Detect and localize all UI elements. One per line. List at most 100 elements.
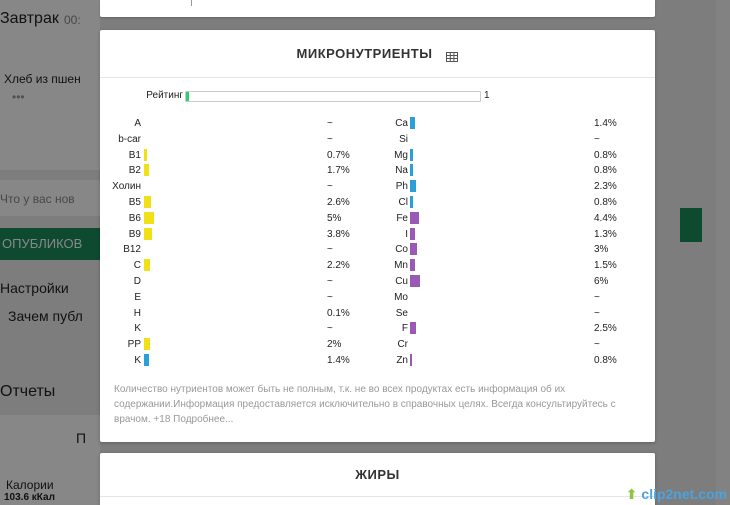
nutrient-name: Na <box>395 165 408 177</box>
nutrient-name: B5 <box>128 196 141 208</box>
clip2net-logo-icon: ⬆ <box>625 486 638 502</box>
publish-button[interactable]: ОПУБЛИКОВ <box>0 228 100 260</box>
nutrient-row: B1 0.7% Mg 0.8% <box>100 148 655 164</box>
nutrient-bar <box>144 148 147 161</box>
nutrient-value: 0.8% <box>594 196 617 208</box>
nutrient-value: 1.7% <box>327 165 350 177</box>
nutrient-name: F <box>401 323 408 335</box>
rating-bar <box>185 91 481 102</box>
nutrient-value: 2.2% <box>327 260 350 272</box>
nutrient-row: C 2.2% Mn 1.5% <box>100 258 655 274</box>
fats-header: ЖИРЫ <box>100 453 655 497</box>
nutrient-name: Mg <box>394 149 408 161</box>
meal-label: Завтрак <box>0 10 59 27</box>
nutrient-value: 1.5% <box>594 260 617 272</box>
nutrient-name: B9 <box>128 228 141 240</box>
nutrient-row: B2 1.7% Na 0.8% <box>100 163 655 179</box>
nutrient-value: 0.8% <box>594 149 617 161</box>
nutrient-value: 2.5% <box>594 323 617 335</box>
micronutrients-title: МИКРОНУТРИЕНТЫ <box>296 46 433 61</box>
nutrient-bar <box>144 164 149 177</box>
nutrient-value: 2% <box>327 339 342 351</box>
nutrient-value: ~ <box>594 307 600 319</box>
nutrient-value: 4.4% <box>594 212 617 224</box>
right-action-button[interactable] <box>680 208 702 242</box>
nutrient-name: B2 <box>128 165 141 177</box>
nutrient-name: Холин <box>112 181 141 193</box>
nutrient-name: Si <box>399 133 408 145</box>
food-item-menu[interactable]: ••• <box>12 90 25 104</box>
nutrient-name: I <box>405 228 408 240</box>
nutrient-value: 2.3% <box>594 181 617 193</box>
fats-panel: ЖИРЫ <box>100 453 655 505</box>
previous-panel-bottom <box>100 0 655 17</box>
nutrient-name: Se <box>395 307 408 319</box>
nutrient-bar <box>410 353 412 366</box>
reports-heading: Отчеты <box>0 383 56 400</box>
nutrient-value: 0.8% <box>594 165 617 177</box>
clip2net-watermark: ⬆ clip2net.com <box>626 486 727 503</box>
nutrient-row: H 0.1% Se ~ <box>100 306 655 322</box>
nutrient-name: K <box>134 354 141 366</box>
nutrient-bar <box>144 353 149 366</box>
nutrient-bar <box>410 274 420 287</box>
reports-tab-letter[interactable]: П <box>76 430 87 446</box>
why-publish-link[interactable]: Зачем публ <box>8 308 83 324</box>
nutrient-bar <box>410 322 416 335</box>
post-input-box <box>0 180 100 216</box>
nutrient-name: b-car <box>118 133 141 145</box>
nutrient-list: A ~ Ca 1.4% b-car ~ Si ~ B1 0.7% Mg 0.8% B2 1.7% Na 0.8… <box>100 116 655 369</box>
reports-card <box>0 415 100 505</box>
nutrient-value: 0.7% <box>327 149 350 161</box>
settings-link[interactable]: Настройки <box>0 280 69 296</box>
calories-value: 103.6 кКал <box>4 492 55 503</box>
table-view-icon[interactable] <box>446 49 459 62</box>
nutrient-bar <box>410 211 419 224</box>
food-item-name[interactable]: Хлеб из пшен <box>4 72 81 86</box>
nutrient-row: B6 5% Fe 4.4% <box>100 211 655 227</box>
nutrient-bar <box>410 259 415 272</box>
nutrient-row: D ~ Cu 6% <box>100 274 655 290</box>
nutrient-bar <box>410 227 415 240</box>
nutrient-bar <box>144 338 150 351</box>
nutrient-bar <box>410 180 416 193</box>
nutrient-bar <box>410 117 415 129</box>
background-left-column: Завтрак 00: Хлеб из пшен ••• Что у вас н… <box>0 0 100 505</box>
nutrient-row: PP 2% Cr ~ <box>100 337 655 353</box>
rating-label: Рейтинг <box>146 90 183 101</box>
nutrient-value: 3% <box>594 244 609 256</box>
post-input-placeholder[interactable]: Что у вас нов <box>0 192 75 206</box>
nutrient-bar <box>410 195 413 208</box>
nutrient-row: B9 3.8% I 1.3% <box>100 227 655 243</box>
nutrient-name: B12 <box>123 244 141 256</box>
nutrient-name: Cl <box>398 196 408 208</box>
nutrient-value: ~ <box>327 118 333 129</box>
watermark-text: clip2net.com <box>641 486 727 502</box>
nutrient-name: E <box>134 291 141 303</box>
nutrient-value: ~ <box>594 133 600 145</box>
nutrient-name: PP <box>127 339 141 351</box>
nutrient-bar <box>410 164 413 177</box>
background-right-column <box>672 0 730 505</box>
nutrient-name: A <box>134 118 141 129</box>
right-panel <box>716 0 730 505</box>
nutrient-value: 6% <box>594 275 609 287</box>
micronutrients-panel: МИКРОНУТРИЕНТЫ Рейтинг 1 A ~ Ca 1.4% b-car ~ S… <box>100 30 655 442</box>
nutrient-row: b-car ~ Si ~ <box>100 132 655 148</box>
nutrient-value: 1.4% <box>327 354 350 366</box>
nutrient-name: Mo <box>394 291 408 303</box>
micronutrients-header: МИКРОНУТРИЕНТЫ <box>100 30 655 78</box>
nutrient-row: Холин ~ Ph 2.3% <box>100 179 655 195</box>
meal-card <box>0 0 100 170</box>
nutrient-value: ~ <box>594 291 600 303</box>
nutrient-row: K ~ F 2.5% <box>100 321 655 337</box>
fats-title: ЖИРЫ <box>355 467 400 482</box>
nutrient-value: 5% <box>327 212 342 224</box>
nutrient-value: ~ <box>327 291 333 303</box>
nutrient-value: ~ <box>327 275 333 287</box>
nutrient-name: Ph <box>395 181 408 193</box>
nutrient-value: ~ <box>327 244 333 256</box>
nutrient-value: ~ <box>327 323 333 335</box>
nutrient-value: 1.3% <box>594 228 617 240</box>
nutrient-value: 3.8% <box>327 228 350 240</box>
